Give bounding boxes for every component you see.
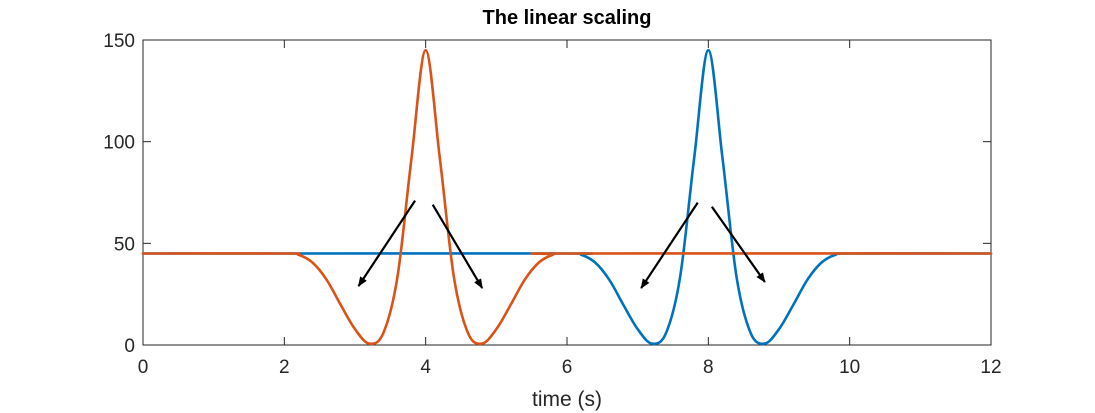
x-tick-label: 0 [138, 357, 149, 378]
x-tick-label: 8 [703, 357, 714, 378]
y-tick-label: 0 [124, 336, 135, 357]
x-tick-label: 10 [839, 357, 860, 378]
annotation-arrow [431, 204, 484, 289]
axes-box [142, 39, 992, 346]
annotation-arrow [710, 206, 766, 283]
annotation-arrow [640, 202, 699, 289]
x-tick-label: 6 [562, 357, 573, 378]
plot-area: 0 2 4 6 8 10 12 0 50 100 150 [103, 31, 1001, 378]
x-tick-label: 4 [420, 357, 431, 378]
x-tick-label: 2 [279, 357, 290, 378]
y-tick-label: 100 [103, 133, 135, 154]
y-tick-label: 150 [103, 31, 135, 52]
x-axis-label: time (s) [532, 388, 602, 411]
annotation-arrow [357, 200, 416, 287]
x-tick-label: 12 [980, 357, 1001, 378]
series-line-1 [141, 48, 993, 346]
chart-title: The linear scaling [483, 7, 652, 29]
y-tick-label: 50 [114, 234, 135, 255]
series-line-2 [141, 48, 993, 346]
